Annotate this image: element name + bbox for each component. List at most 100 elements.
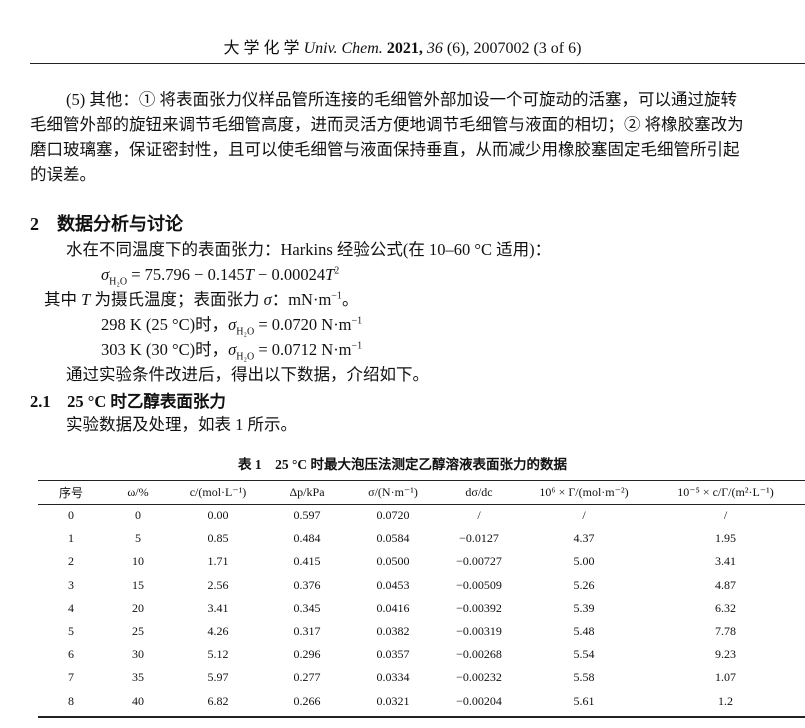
column-header: ω/% [127,485,149,499]
table-cell: 5.26 [573,577,595,592]
table-cell: −0.00319 [456,624,502,639]
column-header: c/(mol·L⁻¹) [189,485,247,499]
table-bottom-rule [38,716,805,718]
table-cell: 4.87 [715,577,736,592]
table-cell: 0.0357 [376,647,410,662]
table-cell: 5.97 [207,670,229,685]
table-header-rule [38,504,805,505]
table-cell: 30 [132,647,144,662]
table-cell: / [723,508,728,523]
table-cell: 5.48 [573,624,595,639]
table-cell: 1.95 [715,531,736,546]
subsection-text: 实验数据及处理，如表 1 所示。 [66,415,297,434]
column-header: 10⁶ × Γ/(mol·m⁻²) [539,485,629,499]
table-cell: 3 [68,577,74,592]
table-cell: 3.41 [715,554,736,569]
table-cell: −0.00232 [456,670,502,685]
table-cell: 1.07 [715,670,736,685]
table-cell: 0.0334 [376,670,410,685]
table-cell: −0.00204 [456,693,502,708]
table-cell: 20 [132,600,144,615]
table-row: 2 10 1.71 0.415 0.0500 −0.00727 5.00 3.41 [38,550,805,573]
table-row: 5 25 4.26 0.317 0.0382 −0.00319 5.48 7.78 [38,620,805,643]
table-cell: 5 [135,531,141,546]
table-cell: 4.26 [207,624,229,639]
table-cell: 0 [68,508,74,523]
table-cell: 2 [68,554,74,569]
table-cell: 0 [135,508,141,523]
table-cell: 1.71 [207,554,229,569]
column-header: 序号 [58,486,83,500]
column-header: Δp/kPa [289,485,325,499]
table-cell: 35 [132,670,144,685]
table-top-rule [38,480,805,481]
table-cell: −0.00268 [456,647,502,662]
table-cell: 15 [132,577,144,592]
table-cell: 0.0584 [376,531,410,546]
table-cell: 5.39 [573,600,595,615]
table-cell: 10 [132,554,144,569]
table-cell: −0.0127 [459,531,499,546]
paragraph-line: 磨口玻璃塞，保证密封性，且可以使毛细管与液面保持垂直，从而减少用橡胶塞固定毛细管… [30,140,740,159]
table-cell: 4 [68,600,74,615]
table-cell: 0.85 [207,531,229,546]
table-row: 4 20 3.41 0.345 0.0416 −0.00392 5.39 6.32 [38,597,805,620]
table-cell: 0.0500 [376,554,410,569]
table-cell: 0.0416 [376,600,410,615]
table-cell: 6 [68,647,74,662]
table-row: 1 5 0.85 0.484 0.0584 −0.0127 4.37 1.95 [38,527,805,550]
table-cell: 5.54 [573,647,595,662]
running-header: 大 学 化 学 Univ. Chem. 2021, 36 (6), 200700… [223,40,582,57]
table-cell: 0.317 [293,624,321,639]
table-cell: 5.12 [207,647,229,662]
table-row: 0 0 0.00 0.597 0.0720 / / / [38,504,805,527]
table-cell: 0.0720 [376,508,410,523]
table-row: 7 35 5.97 0.277 0.0334 −0.00232 5.58 1.07 [38,666,805,689]
table-cell: 9.23 [715,647,736,662]
table-cell: 6.32 [715,600,736,615]
table-caption: 表 1 25 °C 时最大泡压法测定乙醇溶液表面张力的数据 [237,457,568,472]
paragraph-line: 的误差。 [30,165,96,184]
paragraph-line: (5) 其他：① 将表面张力仪样品管所连接的毛细管外部加设一个可旋动的活塞，可以… [66,90,737,109]
table-cell: 0.484 [293,531,321,546]
table-cell: / [477,508,481,523]
table-cell: 0.00 [207,508,229,523]
data-table: 序号 ω/% c/(mol·L⁻¹) Δp/kPa σ/(N·m⁻¹) dσ/dc 10⁶ … [38,481,805,713]
subsection-heading: 2.1 25 °C 时乙醇表面张力 [30,392,226,411]
value-303k: 303 K (30 °C)时，σH₂O = 0.0712 N·m−1 [101,340,363,363]
section-heading: 2 数据分析与讨论 [30,214,183,234]
table-row: 3 15 2.56 0.376 0.0453 −0.00509 5.26 4.87 [38,574,805,597]
paragraph-line: 毛细管外部的旋钮来调节毛细管高度，进而灵活方便地调节毛细管与液面的相切；② 将橡… [30,115,744,134]
table-cell: 0.376 [293,577,321,592]
table-cell: 0.415 [293,554,321,569]
table-cell: 2.56 [207,577,229,592]
table-cell: 7.78 [715,624,736,639]
table-cell: 8 [68,693,74,708]
table-cell: 0.0382 [376,624,410,639]
table-cell: 0.266 [293,693,321,708]
table-cell: 0.277 [293,670,321,685]
table-header-row: 序号 ω/% c/(mol·L⁻¹) Δp/kPa σ/(N·m⁻¹) dσ/dc 10⁶ … [38,481,805,504]
table-cell: 4.37 [573,531,595,546]
table-cell: 7 [68,670,74,685]
after-text: 通过实验条件改进后，得出以下数据，介绍如下。 [66,365,429,384]
table-cell: −0.00392 [456,600,502,615]
intro-text: 水在不同温度下的表面张力：Harkins 经验公式(在 10–60 °C 适用)… [66,240,552,259]
table-cell: 25 [132,624,144,639]
table-cell: 5.00 [573,554,595,569]
table-row: 8 40 6.82 0.266 0.0321 −0.00204 5.61 1.2 [38,690,805,713]
value-298k: 298 K (25 °C)时，σH₂O = 0.0720 N·m−1 [101,315,363,338]
column-header: σ/(N·m⁻¹) [368,485,418,499]
harkins-formula: σH₂O = 75.796 − 0.145T − 0.00024T2 [101,265,340,288]
table-cell: 0.345 [293,600,321,615]
table-cell: 5.61 [573,693,595,708]
table-row: 6 30 5.12 0.296 0.0357 −0.00268 5.54 9.23 [38,643,805,666]
table-cell: 40 [132,693,144,708]
table-cell: 1 [68,531,74,546]
table-cell: 1.2 [718,693,733,708]
table-cell: / [582,508,586,523]
column-header: 10⁻⁵ × c/Γ/(m²·L⁻¹) [677,485,774,499]
table-cell: 5 [68,624,74,639]
table-cell: 6.82 [207,693,229,708]
table-cell: −0.00509 [456,577,502,592]
